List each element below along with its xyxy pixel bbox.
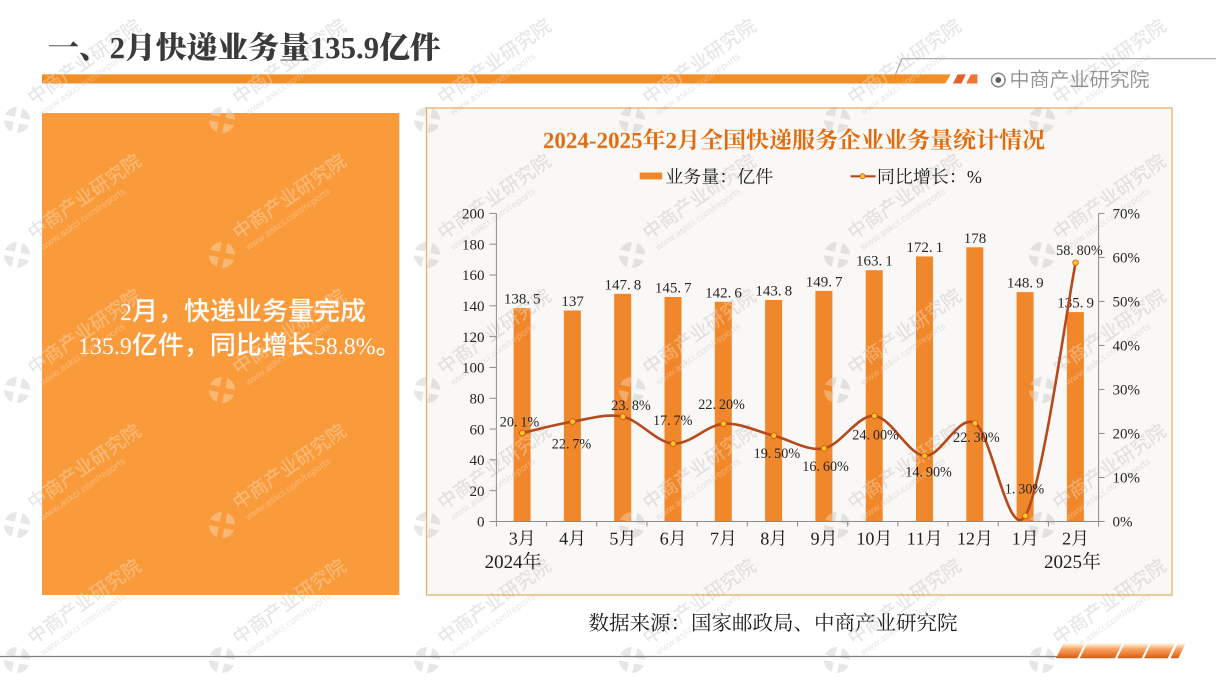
svg-text:172. 1: 172. 1 bbox=[906, 240, 943, 256]
svg-text:1. 30%: 1. 30% bbox=[1005, 482, 1045, 498]
svg-text:149. 7: 149. 7 bbox=[806, 274, 843, 290]
svg-text:0%: 0% bbox=[1113, 515, 1133, 531]
svg-text:137: 137 bbox=[561, 294, 584, 310]
svg-text:22. 30%: 22. 30% bbox=[953, 430, 1000, 446]
svg-text:40%: 40% bbox=[1113, 339, 1141, 355]
svg-text:50%: 50% bbox=[1113, 295, 1141, 311]
svg-text:180: 180 bbox=[462, 237, 485, 253]
svg-text:120: 120 bbox=[462, 330, 485, 346]
svg-text:138. 5: 138. 5 bbox=[504, 292, 541, 308]
svg-text:22. 20%: 22. 20% bbox=[698, 397, 745, 413]
svg-text:30%: 30% bbox=[1113, 383, 1141, 399]
svg-text:147. 8: 147. 8 bbox=[605, 277, 642, 293]
svg-text:135. 9: 135. 9 bbox=[1057, 296, 1094, 312]
svg-text:22. 7%: 22. 7% bbox=[552, 437, 592, 453]
svg-text:148. 9: 148. 9 bbox=[1007, 276, 1044, 292]
svg-text:178: 178 bbox=[964, 231, 987, 247]
svg-text:58. 80%: 58. 80% bbox=[1056, 243, 1103, 259]
svg-text:145. 7: 145. 7 bbox=[655, 281, 692, 297]
svg-text:20: 20 bbox=[470, 484, 485, 500]
svg-text:17. 7%: 17. 7% bbox=[653, 413, 693, 429]
svg-text:10%: 10% bbox=[1113, 471, 1141, 487]
svg-text:100: 100 bbox=[462, 361, 485, 377]
svg-text:140: 140 bbox=[462, 299, 485, 315]
svg-text:160: 160 bbox=[462, 268, 485, 284]
svg-text:20. 1%: 20. 1% bbox=[500, 414, 540, 430]
svg-text:70%: 70% bbox=[1113, 207, 1141, 223]
svg-text:24. 00%: 24. 00% bbox=[852, 427, 899, 443]
svg-text:163. 1: 163. 1 bbox=[856, 254, 893, 270]
svg-text:200: 200 bbox=[462, 207, 485, 223]
svg-text:19. 50%: 19. 50% bbox=[754, 446, 801, 462]
svg-text:16. 60%: 16. 60% bbox=[802, 459, 849, 475]
svg-text:60%: 60% bbox=[1113, 251, 1141, 267]
svg-text:142. 6: 142. 6 bbox=[705, 285, 742, 301]
svg-text:60: 60 bbox=[470, 422, 485, 438]
svg-text:80: 80 bbox=[470, 392, 485, 408]
svg-text:14. 90%: 14. 90% bbox=[905, 465, 952, 481]
svg-text:0: 0 bbox=[477, 515, 485, 531]
svg-text:20%: 20% bbox=[1113, 427, 1141, 443]
svg-text:23. 8%: 23. 8% bbox=[611, 398, 651, 414]
svg-text:143. 8: 143. 8 bbox=[755, 284, 792, 300]
svg-text:40: 40 bbox=[470, 453, 485, 469]
